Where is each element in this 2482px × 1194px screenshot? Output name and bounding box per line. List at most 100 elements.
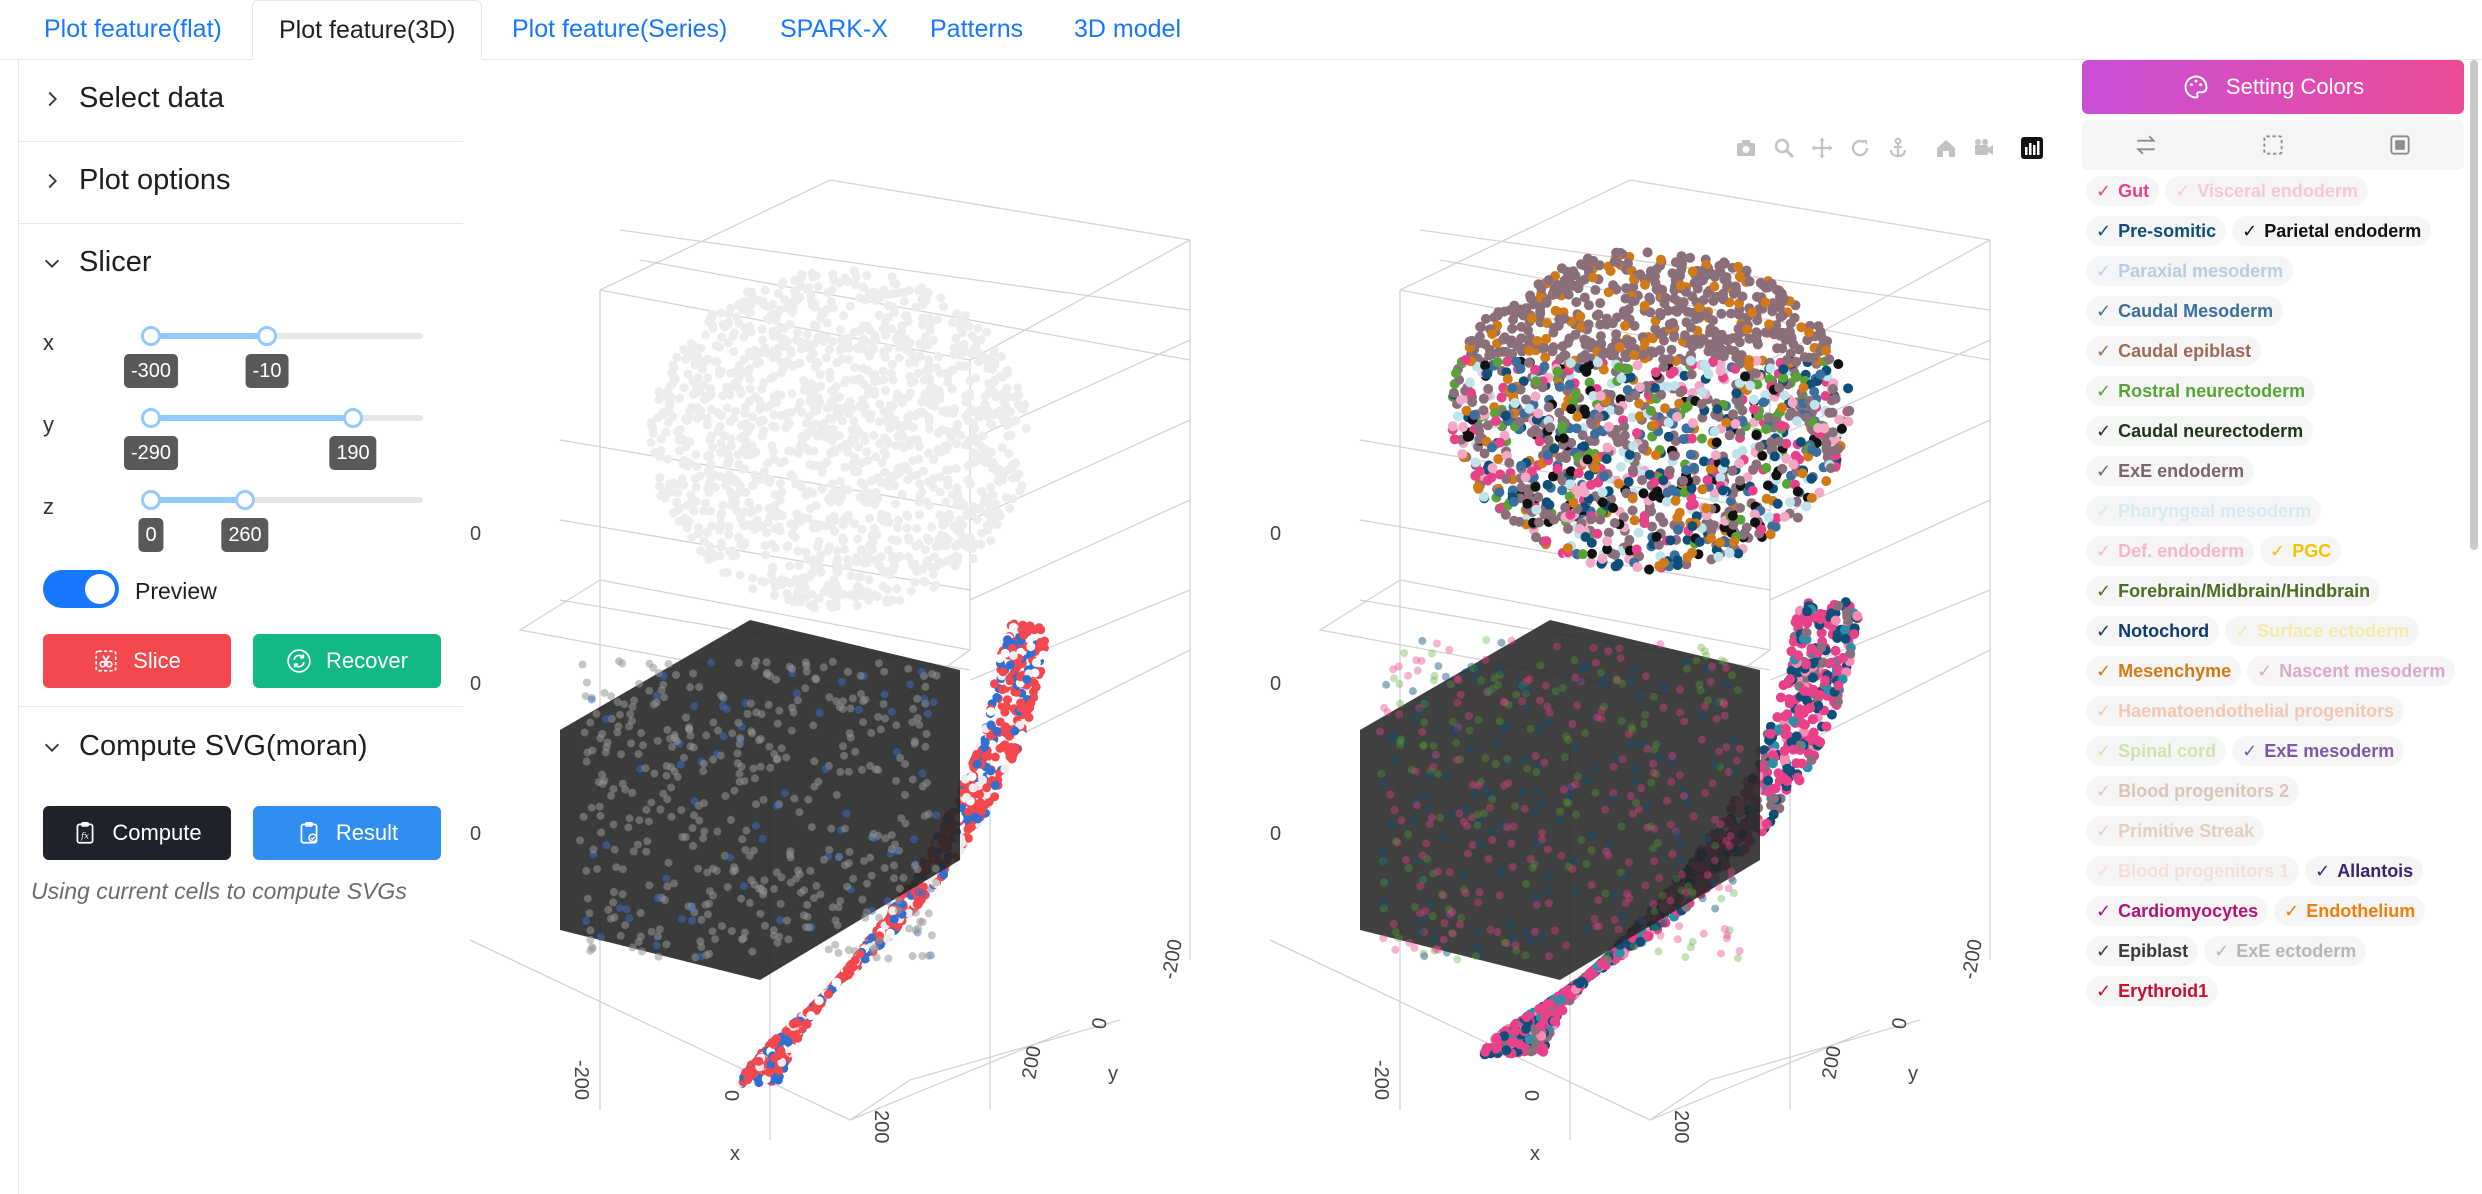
plotly-logo-icon[interactable] [2016,132,2048,164]
cell-point [1630,390,1641,401]
cell-point [1592,528,1603,539]
tab-plot-feature-flat[interactable]: Plot feature(flat) [44,15,222,43]
slider-z-min-handle[interactable] [141,490,161,510]
cell-point [708,323,718,333]
slider-y-min-handle[interactable] [141,408,161,428]
tab-plot-feature-series[interactable]: Plot feature(Series) [512,15,728,43]
cell-point [817,332,827,342]
cell-point [672,671,680,679]
cell-point [960,347,970,356]
scatter3d-plot-gray[interactable]: 0 0 0 -200 0 200 x 200 0 -200 y [470,160,1270,1160]
cell-point [1591,310,1602,321]
cell-point [1843,416,1854,427]
tab-plot-feature-3d[interactable]: Plot feature(3D) [252,0,483,60]
cell-point [1476,322,1486,333]
slider-x-track[interactable] [151,333,423,339]
cell-point [1701,510,1712,521]
compute-button[interactable]: fx Compute [43,806,231,860]
cell-point [629,847,638,856]
cell-point [1622,385,1633,395]
cell-point [892,584,902,594]
result-button[interactable]: Result [253,806,441,860]
cell-point [714,726,723,735]
zoom-icon[interactable] [1768,132,1800,164]
cell-point [927,562,937,572]
cell-point [596,811,605,820]
home-icon[interactable] [1930,132,1962,164]
cell-point [743,710,752,718]
cell-point [956,316,966,326]
cell-point [827,429,837,439]
cell-point [859,282,868,292]
section-select-data[interactable]: Select data [19,60,463,142]
camera-icon[interactable] [1730,132,1762,164]
cell-point [878,366,888,376]
cell-point [914,497,924,507]
section-slicer[interactable]: Slicer [19,224,463,306]
cell-point [961,411,971,421]
cell-point [991,392,1001,402]
cell-point [1824,354,1835,365]
cell-point [1761,462,1772,473]
slice-button[interactable]: Slice [43,634,231,688]
cell-point [1588,391,1599,401]
cell-point [871,943,879,952]
cell-point [735,570,745,580]
cell-point [695,683,704,692]
cell-point [617,750,626,759]
orbit-icon[interactable] [1844,132,1876,164]
camera-view-icon[interactable] [1968,132,2000,164]
section-compute-svg[interactable]: Compute SVG(moran) [19,708,463,790]
cell-point [992,520,1002,530]
cell-point [1011,473,1021,483]
cell-point [668,742,677,751]
cell-point [1597,553,1608,564]
cell-point [1701,309,1712,320]
cell-point [836,325,845,335]
cell-point [928,569,938,579]
cell-point [637,729,646,738]
slider-z-max-handle[interactable] [235,490,255,510]
cell-point [708,927,717,936]
cell-point [672,737,681,746]
cell-point [850,363,860,373]
cell-point [1763,412,1774,423]
cell-point [1697,387,1708,398]
turntable-icon[interactable] [1882,132,1914,164]
cell-point [1752,291,1762,302]
cell-point [1557,485,1568,496]
cell-point [752,800,760,809]
cell-point [825,367,835,377]
cell-point [1531,532,1541,543]
cell-point [1655,307,1665,318]
section-plot-options[interactable]: Plot options [19,142,463,224]
cell-point [665,396,675,405]
scatter3d-plot-celltype[interactable]: 0 0 0 -200 0 200 x 200 0 -200 y [1270,160,2070,1160]
cell-point [1005,504,1015,513]
cell-point [763,402,773,412]
cell-point [835,702,844,711]
cell-point [704,554,714,564]
slider-x-min-value: -300 [123,354,179,388]
recover-button[interactable]: Recover [253,634,441,688]
tab-3d-model[interactable]: 3D model [1074,15,1181,43]
cell-point [1639,300,1650,311]
cell-point [597,828,606,837]
preview-toggle[interactable] [43,570,119,608]
slider-y-max-handle[interactable] [343,408,363,428]
cell-point [766,1060,775,1070]
cell-point [643,837,652,846]
cell-point [843,561,853,571]
cell-point [827,602,837,612]
pan-icon[interactable] [1806,132,1838,164]
slider-x-max-handle[interactable] [257,326,277,346]
slider-x-min-handle[interactable] [141,326,161,346]
cell-point [725,390,735,400]
cell-point [1490,416,1501,427]
tab-patterns[interactable]: Patterns [930,15,1024,43]
cell-point [1466,335,1477,346]
cell-point [609,820,618,829]
slider-z-track[interactable] [151,497,423,503]
tab-spark-x[interactable]: SPARK-X [780,15,888,43]
cell-point [861,408,871,418]
